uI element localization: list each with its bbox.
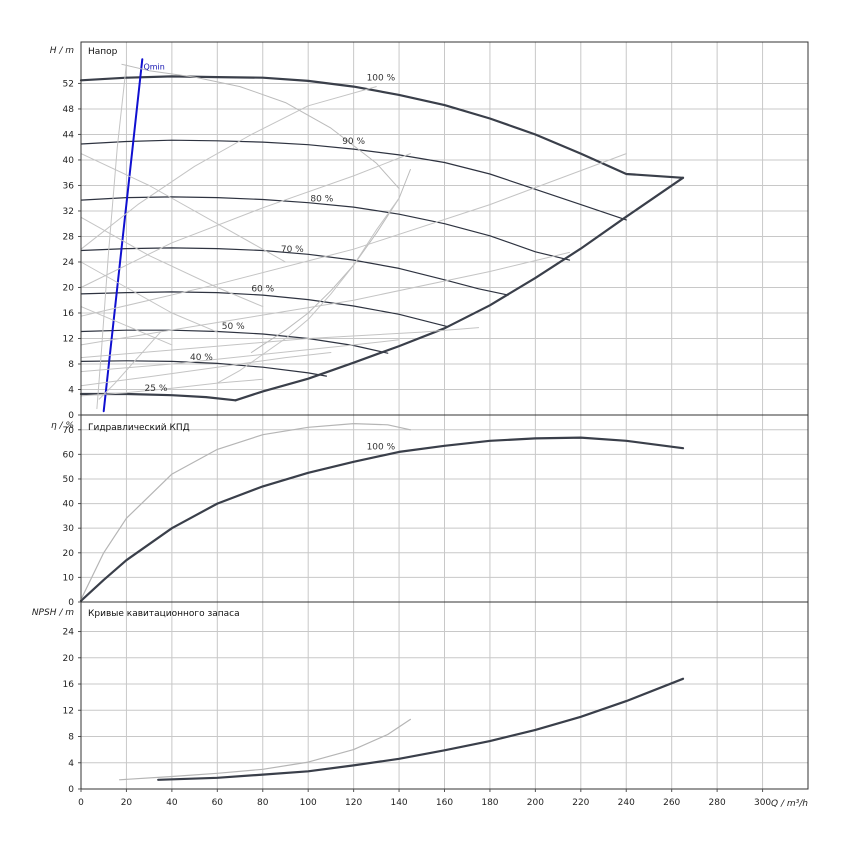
head-series-60-4 [80,291,448,327]
head-series-50-5 [80,329,389,354]
npsh-y-tick-label: 20 [63,654,75,664]
npsh-y-axis-label: NPSH / m [32,608,74,618]
head-series-curve-20 [98,331,161,400]
efficiency-y-tick-label: 50 [63,475,75,485]
npsh-series-curve-1 [118,718,411,781]
head-series-curve-22 [80,216,264,308]
head-series-curve-8 [234,176,685,402]
efficiency-y-tick-label: 40 [63,500,75,510]
head-series-label-80: 80 % [310,194,333,204]
efficiency-series-100-0 [79,436,685,602]
x-tick-label: 160 [436,798,453,808]
efficiency-series-label-100: 100 % [367,442,396,452]
head-series-100-0 [79,75,685,179]
head-series-label-60: 60 % [251,284,274,294]
frame-layer [78,41,809,792]
head-series-label-90: 90 % [342,137,365,147]
efficiency-panel-title: Гидравлический КПД [88,423,190,433]
efficiency-y-tick-label: 70 [63,426,75,436]
head-series-curve-14 [80,153,627,317]
head-series-curve-26 [96,63,127,410]
head-panel-title: Напор [88,47,118,57]
efficiency-y-tick-label: 60 [63,450,75,460]
x-tick-label: 120 [345,798,362,808]
head-series-curve-15 [80,251,570,346]
head-series-curve-13 [80,153,411,288]
head-series-curve-24 [80,306,173,346]
head-y-tick-label: 36 [63,181,75,191]
head-y-tick-label: 48 [63,105,75,115]
head-y-tick-label: 8 [68,360,74,370]
efficiency-y-tick-label: 0 [68,598,74,608]
head-y-axis-label: H / m [50,46,75,56]
head-y-tick-label: 16 [63,309,75,319]
x-tick-label: 20 [121,798,133,808]
x-tick-label: 180 [481,798,498,808]
head-y-tick-label: 20 [63,283,75,293]
series-layer [79,58,685,781]
x-tick-label: 80 [257,798,269,808]
head-y-tick-label: 24 [63,258,75,268]
head-series-40-6 [80,360,327,377]
text-layer: Q / m³/h H / m Напор η / % Гидравлически… [32,46,808,809]
head-series-label-100: 100 % [367,73,396,83]
head-series-curve-16 [80,327,480,359]
head-series-70-3 [80,247,509,296]
head-series-label-25: 25 % [145,384,168,394]
head-series-80-2 [80,196,571,261]
npsh-panel-title: Кривые кавитационного запаса [88,609,240,619]
x-tick-label: 60 [212,798,224,808]
efficiency-y-axis-label: η / % [51,421,74,431]
x-tick-label: 100 [300,798,317,808]
x-tick-label: 300 [754,798,771,808]
head-series-curve-19 [80,378,264,397]
head-series-90-1 [80,139,627,221]
head-series-curve-25 [216,197,400,384]
efficiency-series-curve-1 [80,423,411,601]
head-series-label-50: 50 % [222,322,245,332]
npsh-series-curve-0 [157,677,685,781]
head-y-tick-label: 0 [68,411,74,421]
efficiency-y-tick-label: 20 [63,549,75,559]
head-y-tick-label: 52 [63,79,74,89]
npsh-y-tick-label: 16 [63,680,75,690]
head-y-tick-label: 12 [63,334,74,344]
x-tick-label: 220 [572,798,589,808]
head-series-curve-12 [80,86,377,250]
head-series-curve-18 [80,352,332,387]
x-tick-label: 40 [166,798,178,808]
x-tick-label: 200 [527,798,544,808]
npsh-y-tick-label: 4 [68,759,74,769]
efficiency-y-tick-label: 30 [63,524,75,534]
head-series-curve-23 [80,261,218,333]
head-series-qmin-9 [102,58,144,413]
head-series-curve-11 [250,169,411,353]
npsh-y-tick-label: 12 [63,706,74,716]
head-series-label-qmin: Qmin [143,62,164,71]
x-tick-label: 280 [709,798,726,808]
x-tick-label: 260 [663,798,680,808]
head-series-curve-21 [80,153,286,263]
x-tick-label: 140 [390,798,407,808]
x-tick-label: 0 [78,798,84,808]
efficiency-y-tick-label: 10 [63,573,75,583]
npsh-y-tick-label: 0 [68,785,74,795]
grid-layer [81,42,808,789]
head-series-label-70: 70 % [281,245,304,255]
npsh-y-tick-label: 24 [63,628,75,638]
x-axis-label: Q / m³/h [771,799,808,809]
head-y-tick-label: 28 [63,232,75,242]
x-tick-label: 240 [618,798,635,808]
head-y-tick-label: 44 [63,130,75,140]
head-y-tick-label: 40 [63,156,75,166]
head-y-tick-label: 32 [63,207,74,217]
head-series-curve-10 [121,63,400,190]
npsh-y-tick-label: 8 [68,733,74,743]
head-y-tick-label: 4 [68,385,74,395]
head-series-label-40: 40 % [190,353,213,363]
